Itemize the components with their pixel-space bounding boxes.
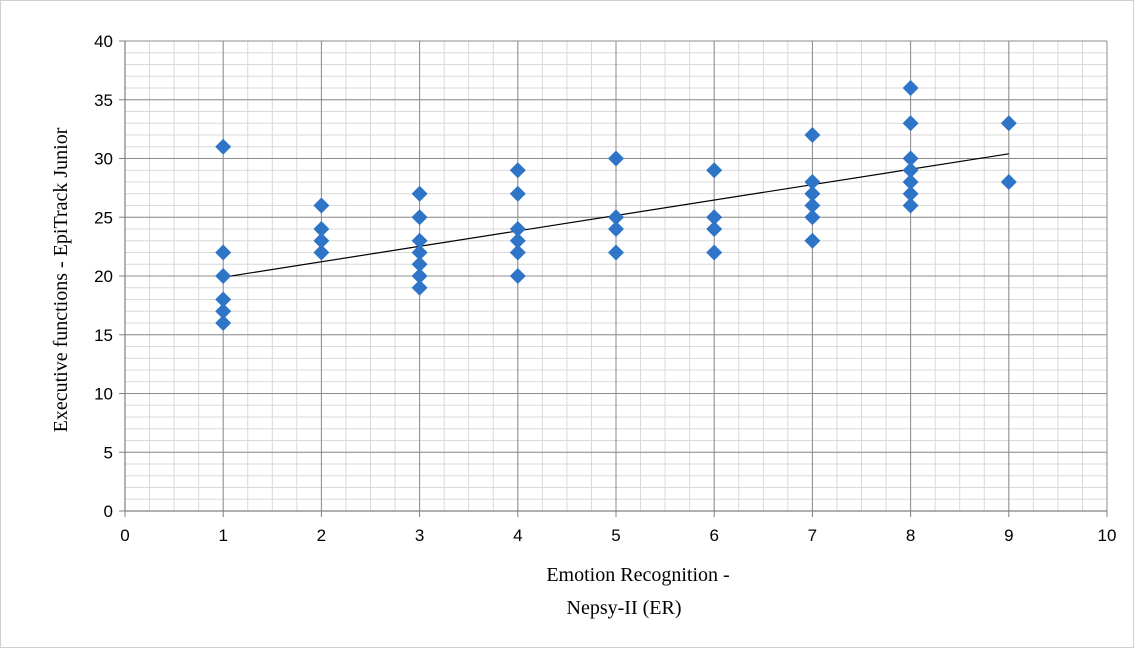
data-point: [902, 115, 919, 132]
x-axis-title-line-1: Emotion Recognition -: [546, 564, 729, 586]
data-point: [411, 279, 428, 296]
y-tick-label: 5: [104, 443, 113, 462]
y-tick-label: 0: [104, 502, 113, 521]
x-tick-label: 0: [120, 526, 129, 545]
y-tick-label: 20: [94, 267, 113, 286]
data-point: [608, 244, 624, 261]
data-point: [215, 315, 232, 331]
data-point: [902, 150, 919, 167]
data-point: [313, 197, 330, 214]
x-tick-label: 1: [218, 526, 227, 545]
y-axis-title: Executive functions - EpiTrack Junior: [50, 127, 72, 432]
data-point: [706, 162, 723, 179]
data-point: [509, 221, 526, 237]
data-point: [509, 268, 526, 284]
y-tick-label: 40: [94, 32, 113, 51]
data-point: [902, 162, 919, 179]
x-tick-label: 9: [1004, 526, 1013, 545]
data-point: [902, 185, 919, 202]
data-point: [608, 209, 624, 226]
data-point: [215, 138, 232, 155]
data-point: [804, 185, 821, 202]
x-tick-label: 2: [317, 526, 326, 545]
data-point: [706, 221, 723, 237]
tick-labels: 0 5 10 15 20 25 30 35 40 0 1 2 3 4 5 6 7 8 9 10: [94, 32, 1116, 545]
data-point: [411, 185, 428, 202]
data-point: [411, 256, 428, 273]
data-point: [509, 232, 526, 249]
data-point: [509, 244, 526, 261]
data-point: [902, 174, 919, 190]
data-point: [804, 127, 821, 143]
data-point: [608, 150, 624, 167]
data-point: [902, 80, 919, 96]
data-point: [509, 185, 526, 202]
data-point: [804, 197, 821, 214]
data-point: [804, 232, 821, 249]
y-tick-label: 30: [94, 150, 113, 169]
data-point: [215, 268, 232, 284]
y-tick-label: 25: [94, 208, 113, 227]
x-axis-title-line-2: Nepsy-II (ER): [567, 597, 682, 619]
x-tick-label: 7: [808, 526, 817, 545]
x-tick-label: 6: [709, 526, 718, 545]
x-tick-label: 4: [513, 526, 522, 545]
x-tick-label: 10: [1098, 526, 1117, 545]
data-point: [411, 232, 428, 249]
x-tick-label: 8: [906, 526, 915, 545]
data-point: [706, 209, 723, 226]
y-tick-label: 35: [94, 91, 113, 110]
data-point: [411, 244, 428, 261]
data-point: [902, 197, 919, 214]
y-tick-label: 10: [94, 385, 113, 404]
data-point: [215, 303, 232, 320]
data-point: [608, 221, 624, 237]
data-point: [215, 291, 232, 308]
data-point: [1000, 174, 1017, 190]
data-point: [313, 221, 330, 237]
data-point: [1000, 115, 1017, 132]
data-point: [804, 174, 821, 190]
x-tick-label: 5: [611, 526, 620, 545]
data-point: [411, 268, 428, 284]
data-point: [313, 232, 330, 249]
y-tick-label: 15: [94, 326, 113, 345]
data-point: [509, 162, 526, 179]
axes: [119, 40, 1108, 517]
data-point: [313, 244, 330, 261]
data-point: [411, 209, 428, 226]
data-point: [215, 244, 232, 261]
data-points: [215, 80, 1017, 331]
data-point: [804, 209, 821, 226]
data-point: [706, 244, 723, 261]
x-tick-label: 3: [415, 526, 424, 545]
